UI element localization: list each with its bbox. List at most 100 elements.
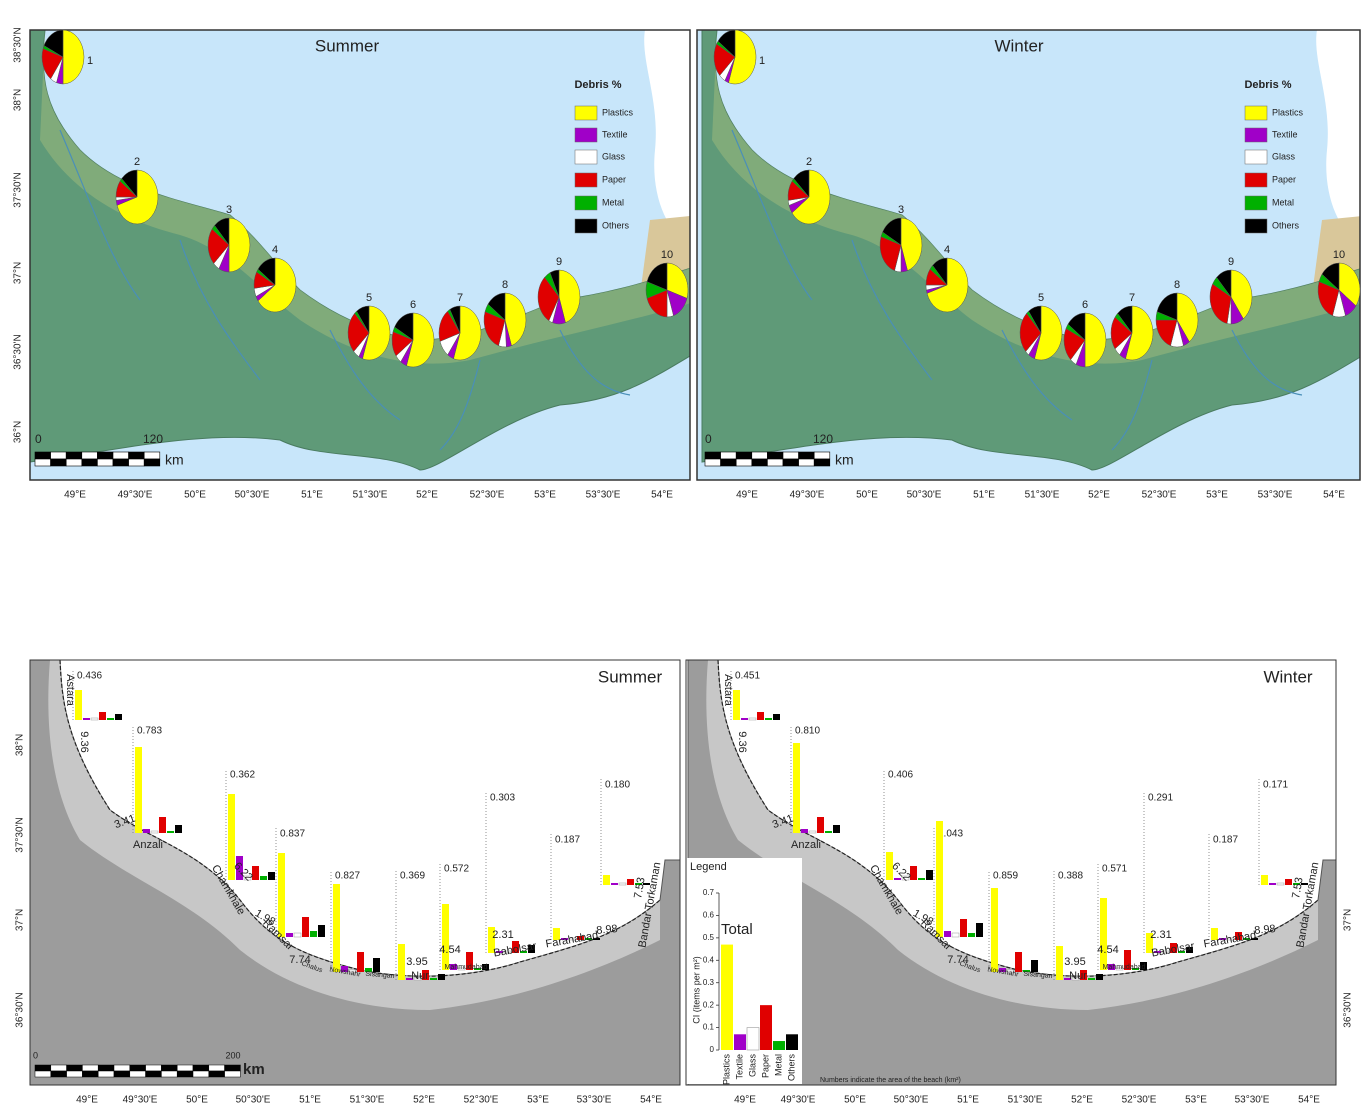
scale-segment <box>35 459 51 466</box>
beach-name: Mahmudabad <box>445 964 488 971</box>
total-label: 0.303 <box>490 793 515 804</box>
site-label: 10 <box>661 249 673 261</box>
site-label: 4 <box>272 244 278 256</box>
longitude-label: 50°E <box>186 1095 208 1106</box>
bar <box>825 831 832 833</box>
bar <box>115 714 122 720</box>
total-label: 0.187 <box>1213 835 1238 846</box>
site-label: 8 <box>1174 279 1180 291</box>
panel-title: Summer <box>315 36 380 55</box>
beach-area: 2.31 <box>1150 929 1171 941</box>
scale-segment <box>51 1071 67 1077</box>
beach-name: Anzali <box>791 839 821 851</box>
legend-label: Paper <box>1272 174 1296 184</box>
longitude-label: 52°30'E <box>464 1095 499 1106</box>
beach-area: 4.54 <box>1097 944 1118 956</box>
longitude-label: 50°30'E <box>235 490 270 501</box>
panel-title: Winter <box>994 36 1043 55</box>
site-label: 9 <box>1228 256 1234 268</box>
bar <box>318 925 325 937</box>
total-label: 0.362 <box>230 770 255 781</box>
legend-swatch <box>575 219 597 233</box>
total-label: 0.406 <box>888 770 913 781</box>
scale-segment <box>752 452 768 459</box>
beach-name: Nur <box>1069 970 1087 982</box>
beach-area: 2.31 <box>492 929 513 941</box>
bar <box>773 714 780 720</box>
scale-segment <box>705 459 721 466</box>
latitude-label: 37°N <box>1343 909 1354 931</box>
scale-segment <box>209 1065 225 1071</box>
y-tick-label: 0.1 <box>703 1023 715 1032</box>
longitude-label: 52°E <box>413 1095 435 1106</box>
site-label: 8 <box>502 279 508 291</box>
scale-segment <box>66 452 82 459</box>
legend-label: Metal <box>602 197 624 207</box>
bar <box>99 712 106 720</box>
bar <box>1056 946 1063 980</box>
legend-title: Debris % <box>574 79 621 91</box>
legend-swatch <box>575 150 597 164</box>
beach-name: Astara <box>64 674 76 707</box>
scale-segment <box>193 1065 209 1071</box>
total-label: 0.388 <box>1058 871 1083 882</box>
beach-area: 3.95 <box>406 956 427 968</box>
longitude-label: 51°30'E <box>1025 490 1060 501</box>
scale-segment <box>146 1065 162 1071</box>
bar <box>438 974 445 980</box>
legend-swatch <box>575 196 597 210</box>
scale-segment <box>97 452 113 459</box>
site-label: 1 <box>87 55 93 67</box>
y-tick-label: 0.3 <box>703 978 715 987</box>
bar <box>294 933 301 937</box>
site-label: 4 <box>944 244 950 256</box>
legend-swatch <box>575 173 597 187</box>
legend-bar <box>721 945 733 1050</box>
bar <box>1277 883 1284 885</box>
bar <box>430 978 437 980</box>
site-label: 7 <box>457 292 463 304</box>
latitude-label: 38°N <box>15 734 26 756</box>
bar <box>801 829 808 833</box>
scale-end: 200 <box>225 1050 240 1060</box>
longitude-label: 49°30'E <box>781 1095 816 1106</box>
scale-segment <box>193 1071 209 1077</box>
longitude-label: 51°E <box>973 490 995 501</box>
longitude-label: 54°E <box>640 1095 662 1106</box>
legend-bar <box>734 1034 746 1050</box>
scale-segment <box>767 459 783 466</box>
bar <box>918 878 925 880</box>
legend-category: Textile <box>734 1054 744 1080</box>
legend-label: Plastics <box>602 107 634 117</box>
latitude-label: 36°30'N <box>13 334 24 369</box>
bar <box>926 870 933 880</box>
latitude-label: 37°N <box>13 262 24 284</box>
scale-segment <box>736 459 752 466</box>
map-panel <box>30 30 700 480</box>
scale-unit: km <box>165 452 184 468</box>
scale-segment <box>752 459 768 466</box>
site-label: 3 <box>226 204 232 216</box>
bar <box>333 884 340 972</box>
longitude-label: 49°E <box>736 490 758 501</box>
scale-segment <box>113 459 129 466</box>
legend-category: Plastics <box>721 1054 731 1086</box>
longitude-label: 53°E <box>534 490 556 501</box>
bar <box>936 821 943 937</box>
bar <box>302 917 309 937</box>
scale-segment <box>705 452 721 459</box>
bar <box>310 931 317 937</box>
scale-segment <box>35 1071 51 1077</box>
bar <box>151 831 158 833</box>
latitude-label: 37°N <box>15 909 26 931</box>
bar <box>143 829 150 833</box>
total-label: 0.180 <box>605 780 630 791</box>
bar <box>398 944 405 980</box>
bar <box>1088 978 1095 980</box>
bar <box>1100 898 1107 970</box>
scale-start: 0 <box>33 1050 38 1060</box>
beach-name: Anzali <box>133 839 163 851</box>
map-panel <box>30 660 700 1090</box>
longitude-label: 49°E <box>734 1095 756 1106</box>
site-label: 6 <box>1082 299 1088 311</box>
